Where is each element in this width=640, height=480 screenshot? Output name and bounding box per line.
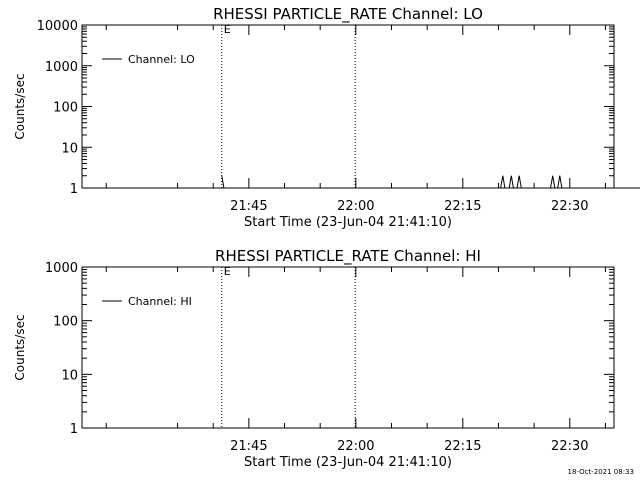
x-axis-label: Start Time (23-Jun-04 21:41:10) <box>244 215 452 230</box>
y-tick-label: 100 <box>53 315 78 330</box>
marker-label: E <box>224 23 231 36</box>
y-tick-label: 10000 <box>37 19 78 34</box>
legend-label: Channel: HI <box>128 295 192 308</box>
x-axis-label: Start Time (23-Jun-04 21:41:10) <box>244 455 452 470</box>
y-tick-label: 1000 <box>45 261 78 276</box>
y-tick-label: 1 <box>70 422 78 437</box>
x-tick-label: 21:45 <box>230 439 267 454</box>
y-tick-label: 10 <box>61 368 78 383</box>
series-line <box>221 175 640 189</box>
y-tick-label: 1 <box>70 182 78 197</box>
y-axis-label: Counts/sec <box>13 314 27 380</box>
plot-frame <box>81 266 615 429</box>
y-tick-label: 10 <box>61 141 78 156</box>
y-axis-label: Counts/sec <box>13 73 27 139</box>
x-tick-label: 22:15 <box>444 199 481 214</box>
y-tick-label: 100 <box>53 101 78 116</box>
legend-label: Channel: LO <box>128 53 195 66</box>
plot-frame <box>81 24 615 189</box>
x-tick-label: 22:30 <box>551 199 588 214</box>
chart-title: RHESSI PARTICLE_RATE Channel: LO <box>213 5 483 24</box>
panel-lo: RHESSI PARTICLE_RATE Channel: LO Counts/s… <box>13 5 640 230</box>
x-tick-label: 21:45 <box>230 199 267 214</box>
y-tick-label: 1000 <box>45 60 78 75</box>
x-tick-label: 22:00 <box>337 199 374 214</box>
panel-hi: RHESSI PARTICLE_RATE Channel: HI Counts/s… <box>13 247 615 470</box>
x-tick-label: 22:00 <box>337 439 374 454</box>
chart-title: RHESSI PARTICLE_RATE Channel: HI <box>215 247 481 266</box>
marker-label: E <box>224 265 231 278</box>
footer-timestamp: 18-Oct-2021 08:33 <box>567 468 634 476</box>
x-tick-label: 22:30 <box>551 439 588 454</box>
x-tick-label: 22:15 <box>444 439 481 454</box>
